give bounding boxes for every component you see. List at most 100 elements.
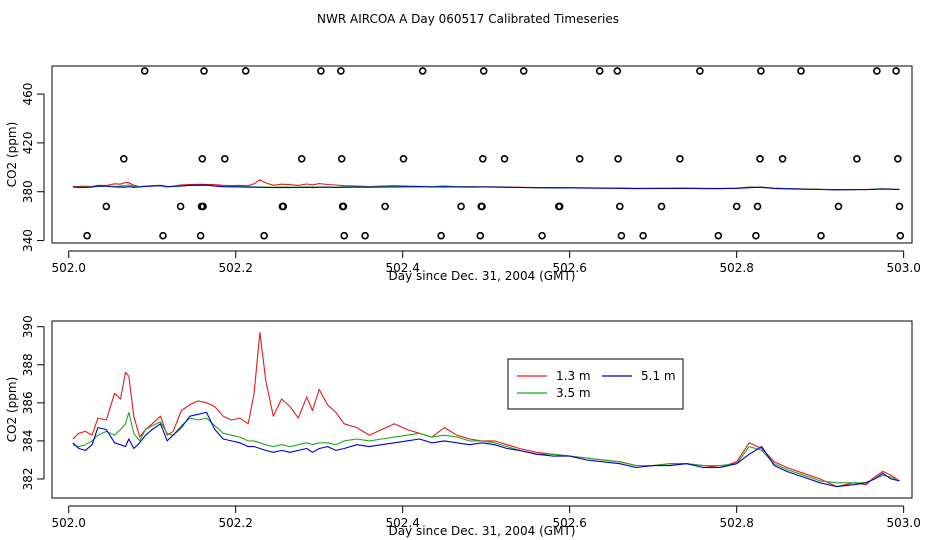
calibration-point bbox=[339, 202, 348, 211]
calibration-point bbox=[140, 67, 149, 75]
calibration-point bbox=[613, 67, 622, 75]
top-panel: 502.0 502.2 502.4 502.6 502.8 503.0 340 380 420… bbox=[5, 65, 921, 283]
calibration-point bbox=[361, 231, 369, 240]
calibration-point bbox=[757, 67, 765, 75]
bottom-y-tick-label: 384 bbox=[21, 429, 35, 452]
calibration-point bbox=[732, 202, 741, 211]
top-y-tick-label: 380 bbox=[21, 180, 35, 203]
top-x-axis: 502.0 502.2 502.4 502.6 502.8 503.0 bbox=[52, 250, 921, 275]
calibration-point bbox=[657, 202, 666, 211]
calibration-point bbox=[873, 67, 881, 75]
calibration-point bbox=[756, 155, 764, 163]
calibration-point bbox=[479, 67, 488, 75]
bottom-x-tick-label: 502.2 bbox=[219, 516, 253, 530]
bottom-x-axis-label: Day since Dec. 31, 2004 (GMT) bbox=[389, 524, 576, 538]
bottom-y-tick-label: 382 bbox=[21, 468, 35, 491]
figure-title: NWR AIRCOA A Day 060517 Calibrated Times… bbox=[317, 12, 619, 26]
top-series-5-1-m-line bbox=[72, 184, 900, 191]
calibration-point bbox=[176, 202, 185, 211]
top-y-tick-label: 340 bbox=[21, 229, 35, 252]
calibration-point bbox=[437, 231, 445, 240]
calibration-point bbox=[817, 231, 825, 240]
calibration-point bbox=[676, 155, 684, 163]
calibration-point bbox=[555, 202, 564, 211]
calibration-point bbox=[500, 155, 509, 163]
bottom-y-axis-label: CO2 (ppm) bbox=[5, 377, 19, 443]
calibration-point bbox=[892, 67, 900, 75]
calibration-point bbox=[337, 155, 346, 163]
calibration-point bbox=[260, 231, 268, 240]
calibration-point bbox=[199, 202, 207, 211]
calibration-point bbox=[595, 67, 604, 75]
bottom-panel: 502.0 502.2 502.4 502.6 502.8 503.0 382 384 386… bbox=[5, 315, 921, 538]
calibration-point bbox=[575, 155, 584, 163]
calibration-point bbox=[337, 67, 345, 75]
legend-label-5-1m: 5.1 m bbox=[641, 369, 676, 383]
calibration-point bbox=[696, 67, 704, 75]
bottom-y-tick-label: 388 bbox=[21, 353, 35, 376]
calibration-point bbox=[279, 202, 288, 211]
calibration-point bbox=[834, 202, 843, 211]
bottom-plot-frame bbox=[51, 320, 913, 499]
calibration-point bbox=[538, 231, 546, 240]
calibration-point bbox=[381, 202, 389, 211]
calibration-point bbox=[752, 231, 760, 240]
calibration-point bbox=[317, 67, 325, 75]
top-y-tick-label: 460 bbox=[21, 83, 35, 106]
bottom-series-1-3-m-line bbox=[72, 331, 900, 488]
calibration-point bbox=[714, 231, 723, 240]
calibration-point bbox=[893, 155, 902, 163]
calibration-point bbox=[120, 155, 128, 163]
calibration-point bbox=[102, 202, 111, 211]
calibration-point bbox=[200, 67, 208, 75]
top-x-tick-label: 502.0 bbox=[52, 261, 86, 275]
calibration-point bbox=[221, 155, 229, 163]
calibration-point bbox=[297, 155, 306, 163]
calibration-point bbox=[478, 155, 487, 163]
calibration-point bbox=[159, 231, 167, 240]
bottom-x-tick-label: 503.0 bbox=[886, 516, 920, 530]
calibration-point bbox=[896, 231, 905, 240]
calibration-point bbox=[196, 231, 205, 240]
bottom-y-tick-label: 390 bbox=[21, 315, 35, 338]
top-x-tick-label: 502.6 bbox=[552, 261, 586, 275]
bottom-y-tick-label: 386 bbox=[21, 391, 35, 414]
calibration-point bbox=[241, 67, 250, 75]
calibration-point bbox=[478, 202, 486, 211]
calibration-point bbox=[617, 231, 626, 240]
calibration-point bbox=[614, 155, 622, 163]
top-x-axis-label: Day since Dec. 31, 2004 (GMT) bbox=[389, 269, 576, 283]
top-x-tick-label: 502.4 bbox=[385, 261, 419, 275]
calibration-point bbox=[639, 231, 647, 240]
legend-label-3-5m: 3.5 m bbox=[556, 386, 591, 400]
top-series-lines bbox=[72, 179, 900, 191]
calibration-point bbox=[895, 202, 904, 211]
top-y-axis-label: CO2 (ppm) bbox=[5, 122, 19, 188]
calibration-point bbox=[198, 155, 207, 163]
calibration-point bbox=[83, 231, 91, 240]
bottom-series-lines bbox=[72, 331, 900, 488]
calibration-point bbox=[340, 231, 349, 240]
top-plot-frame bbox=[51, 65, 913, 244]
top-x-tick-label: 503.0 bbox=[886, 261, 920, 275]
calibration-point bbox=[519, 67, 528, 75]
calibration-point bbox=[753, 202, 762, 211]
legend-label-1-3m: 1.3 m bbox=[556, 369, 591, 383]
calibration-point bbox=[476, 231, 485, 240]
calibration-point bbox=[615, 202, 624, 211]
bottom-x-tick-label: 502.0 bbox=[52, 516, 86, 530]
calibration-point bbox=[797, 67, 805, 75]
calibration-point bbox=[778, 155, 787, 163]
bottom-y-axis: 382 384 386 388 390 bbox=[21, 315, 45, 491]
bottom-x-tick-label: 502.4 bbox=[385, 516, 419, 530]
legend-box bbox=[507, 358, 684, 410]
legend: 1.3 m 5.1 m 3.5 m bbox=[507, 358, 684, 410]
top-x-tick-label: 502.8 bbox=[719, 261, 753, 275]
calibration-point bbox=[418, 67, 427, 75]
bottom-series-3-5-m-line bbox=[72, 411, 900, 484]
bottom-x-axis: 502.0 502.2 502.4 502.6 502.8 503.0 bbox=[52, 505, 921, 530]
top-y-tick-label: 420 bbox=[21, 131, 35, 154]
top-y-axis: 340 380 420 460 bbox=[21, 83, 45, 252]
calibration-point bbox=[457, 202, 465, 211]
